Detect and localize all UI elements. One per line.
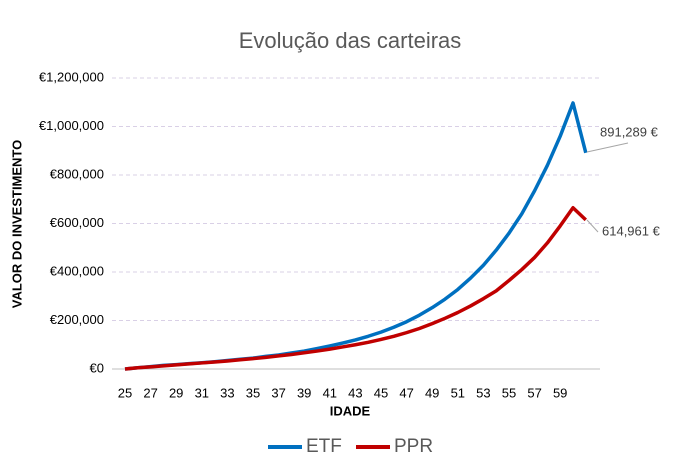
x-tick-label: 29 — [169, 385, 183, 400]
y-tick-label: €0 — [90, 360, 104, 375]
x-tick-label: 53 — [476, 385, 490, 400]
x-axis-title: IDADE — [330, 403, 371, 418]
legend-label: PPR — [394, 436, 433, 457]
x-tick-label: 51 — [451, 385, 465, 400]
x-tick-label: 45 — [374, 385, 388, 400]
legend-label: ETF — [306, 436, 342, 457]
x-tick-label: 43 — [348, 385, 362, 400]
leader-line — [586, 142, 629, 153]
x-tick-label: 35 — [246, 385, 260, 400]
x-tick-label: 33 — [220, 385, 234, 400]
y-tick-label: €600,000 — [50, 215, 104, 230]
line-series — [124, 205, 588, 371]
x-tick-label: 47 — [399, 385, 413, 400]
x-tick-label: 27 — [143, 385, 157, 400]
x-tick-label: 59 — [553, 385, 567, 400]
x-tick-label: 49 — [425, 385, 439, 400]
y-axis-title: VALOR DO INVESTIMENTO — [9, 140, 24, 309]
data-label: 891,289 € — [600, 124, 659, 139]
x-tick-label: 37 — [271, 385, 285, 400]
leader-line — [586, 219, 599, 233]
x-tick-label: 25 — [118, 385, 132, 400]
y-tick-label: €400,000 — [50, 263, 104, 278]
data-label: 614,961 € — [602, 223, 661, 238]
x-tick-label: 39 — [297, 385, 311, 400]
y-tick-label: €1,200,000 — [39, 69, 104, 84]
x-tick-label: 31 — [195, 385, 209, 400]
x-tick-label: 55 — [502, 385, 516, 400]
y-tick-label: €200,000 — [50, 312, 104, 327]
x-tick-label: 57 — [527, 385, 541, 400]
line-series — [124, 101, 588, 371]
y-tick-label: €800,000 — [50, 166, 104, 181]
y-tick-label: €1,000,000 — [39, 118, 104, 133]
x-tick-label: 41 — [323, 385, 337, 400]
chart-title: Evolução das carteiras — [239, 28, 462, 53]
